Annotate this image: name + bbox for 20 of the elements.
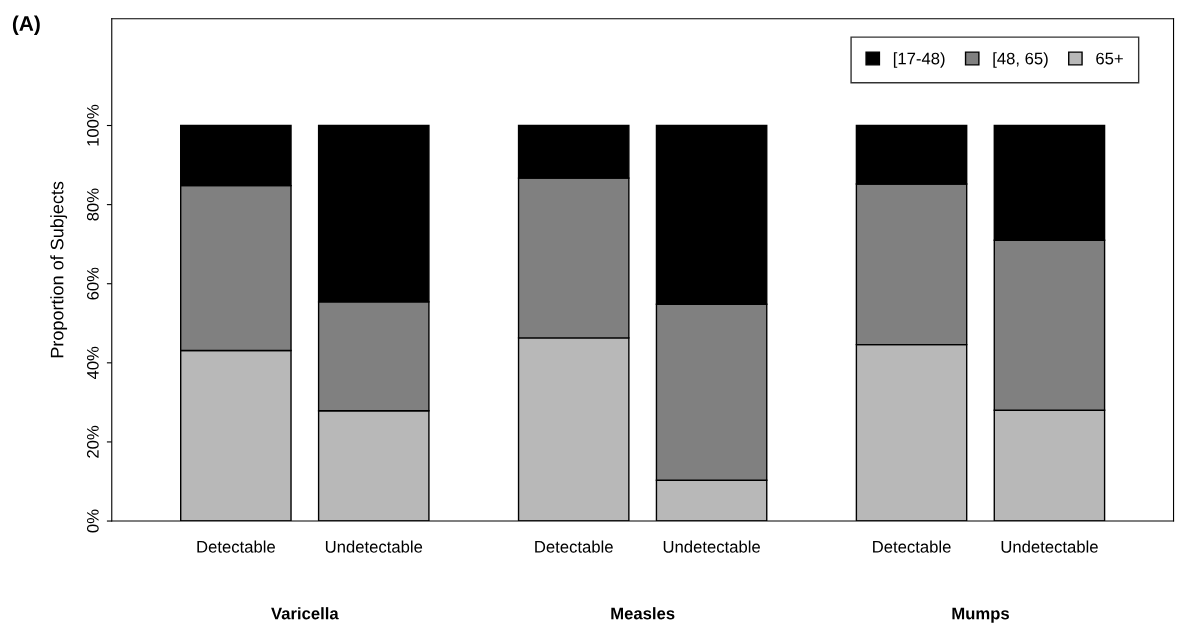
x-tick-label: Detectable bbox=[197, 540, 275, 553]
x-tick-label: Undetectable bbox=[325, 540, 423, 553]
x-tick-label: Undetectable bbox=[663, 540, 760, 553]
y-tick-label: 60% bbox=[86, 267, 99, 300]
legend-label: [48, 65) bbox=[993, 52, 1048, 68]
y-tick-label: 100% bbox=[86, 104, 99, 146]
y-axis-title: Proportion of Subjects bbox=[50, 181, 68, 358]
x-tick-label: Detectable bbox=[873, 540, 951, 553]
legend-label: 65+ bbox=[1096, 52, 1123, 65]
x-tick-label: Detectable bbox=[535, 540, 613, 553]
legend-label: [17-48) bbox=[893, 52, 945, 68]
y-tick-label: 0% bbox=[86, 509, 99, 533]
text: Measles bbox=[611, 607, 675, 620]
y-tick-label: 80% bbox=[86, 188, 99, 221]
text: Varicella bbox=[271, 607, 339, 620]
x-tick-label: Undetectable bbox=[1001, 540, 1098, 553]
y-tick-label: 40% bbox=[86, 346, 99, 380]
chart-title: (A) bbox=[12, 15, 40, 36]
y-tick-label: 20% bbox=[86, 425, 99, 458]
text: Mumps bbox=[952, 607, 1009, 623]
